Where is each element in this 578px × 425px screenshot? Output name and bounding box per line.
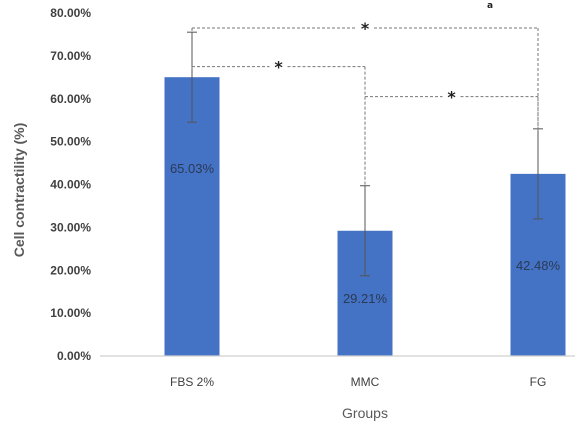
error-bar — [360, 185, 370, 277]
y-tick-label: 60.00% — [50, 92, 91, 106]
significance-marker: * — [361, 19, 370, 38]
data-label: 42.48% — [516, 258, 561, 273]
bars — [164, 77, 566, 357]
x-tick-label: FBS 2% — [170, 375, 214, 389]
x-axis-categories: FBS 2% MMC FG — [170, 375, 546, 389]
y-tick-label: 70.00% — [50, 49, 91, 63]
error-bar — [187, 31, 197, 123]
y-tick-label: 20.00% — [50, 263, 91, 277]
y-tick-label: 50.00% — [50, 135, 91, 149]
y-tick-label: 10.00% — [50, 306, 91, 320]
bar — [164, 77, 220, 357]
y-axis-ticks: 0.00% 10.00% 20.00% 30.00% 40.00% 50.00% 60.00… — [50, 6, 91, 363]
corner-mark: a — [487, 1, 493, 11]
data-label: 65.03% — [170, 161, 215, 176]
y-tick-label: 0.00% — [57, 349, 91, 363]
significance-marker: * — [447, 88, 456, 107]
data-label: 29.21% — [343, 291, 388, 306]
x-tick-label: MMC — [351, 375, 380, 389]
y-tick-label: 80.00% — [50, 6, 91, 20]
x-axis-title: Groups — [342, 405, 388, 421]
y-tick-label: 40.00% — [50, 178, 91, 192]
significance-bracket: * — [364, 88, 539, 187]
significance-brackets: * * * — [191, 19, 539, 187]
y-axis-title: Cell contractility (%) — [11, 123, 27, 258]
y-tick-label: 30.00% — [50, 220, 91, 234]
significance-marker: * — [274, 58, 283, 77]
error-bars — [187, 31, 543, 277]
data-labels: 65.03% 29.21% 42.48% — [170, 161, 561, 306]
x-tick-label: FG — [530, 375, 547, 389]
